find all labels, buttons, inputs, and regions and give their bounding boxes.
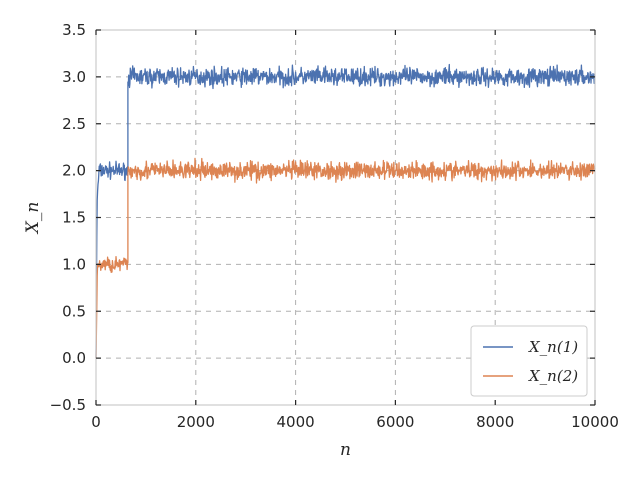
- x-axis-label: n: [340, 440, 351, 460]
- y-tick-label: 3.0: [62, 68, 86, 86]
- axis-ticks: 0 2000 4000 6000 8000 10000 −0.5 0.0 0.5 1.0 1.5 2.…: [50, 21, 619, 431]
- y-tick-label: −0.5: [50, 396, 86, 414]
- y-tick-label: 2.0: [62, 162, 86, 180]
- legend-label-2: X_n(2): [528, 367, 578, 385]
- series-line-1: [95, 63, 596, 359]
- series-line-2: [95, 157, 596, 359]
- x-tick-label: 2000: [177, 413, 215, 431]
- y-tick-label: 2.5: [62, 115, 86, 133]
- y-tick-label: 0.0: [62, 349, 86, 367]
- x-tick-label: 10000: [571, 413, 619, 431]
- legend: X_n(1) X_n(2): [470, 325, 588, 397]
- y-tick-label: 0.5: [62, 302, 86, 320]
- y-tick-label: 3.5: [62, 21, 86, 39]
- y-tick-label: 1.5: [62, 209, 86, 227]
- y-tick-label: 1.0: [62, 255, 86, 273]
- series-lines: [95, 63, 596, 359]
- legend-box: [470, 325, 588, 397]
- x-tick-label: 4000: [277, 413, 315, 431]
- x-tick-label: 8000: [476, 413, 514, 431]
- x-tick-label: 0: [91, 413, 101, 431]
- y-axis-label: X_n: [23, 202, 43, 236]
- legend-label-1: X_n(1): [528, 338, 578, 356]
- x-tick-label: 6000: [376, 413, 414, 431]
